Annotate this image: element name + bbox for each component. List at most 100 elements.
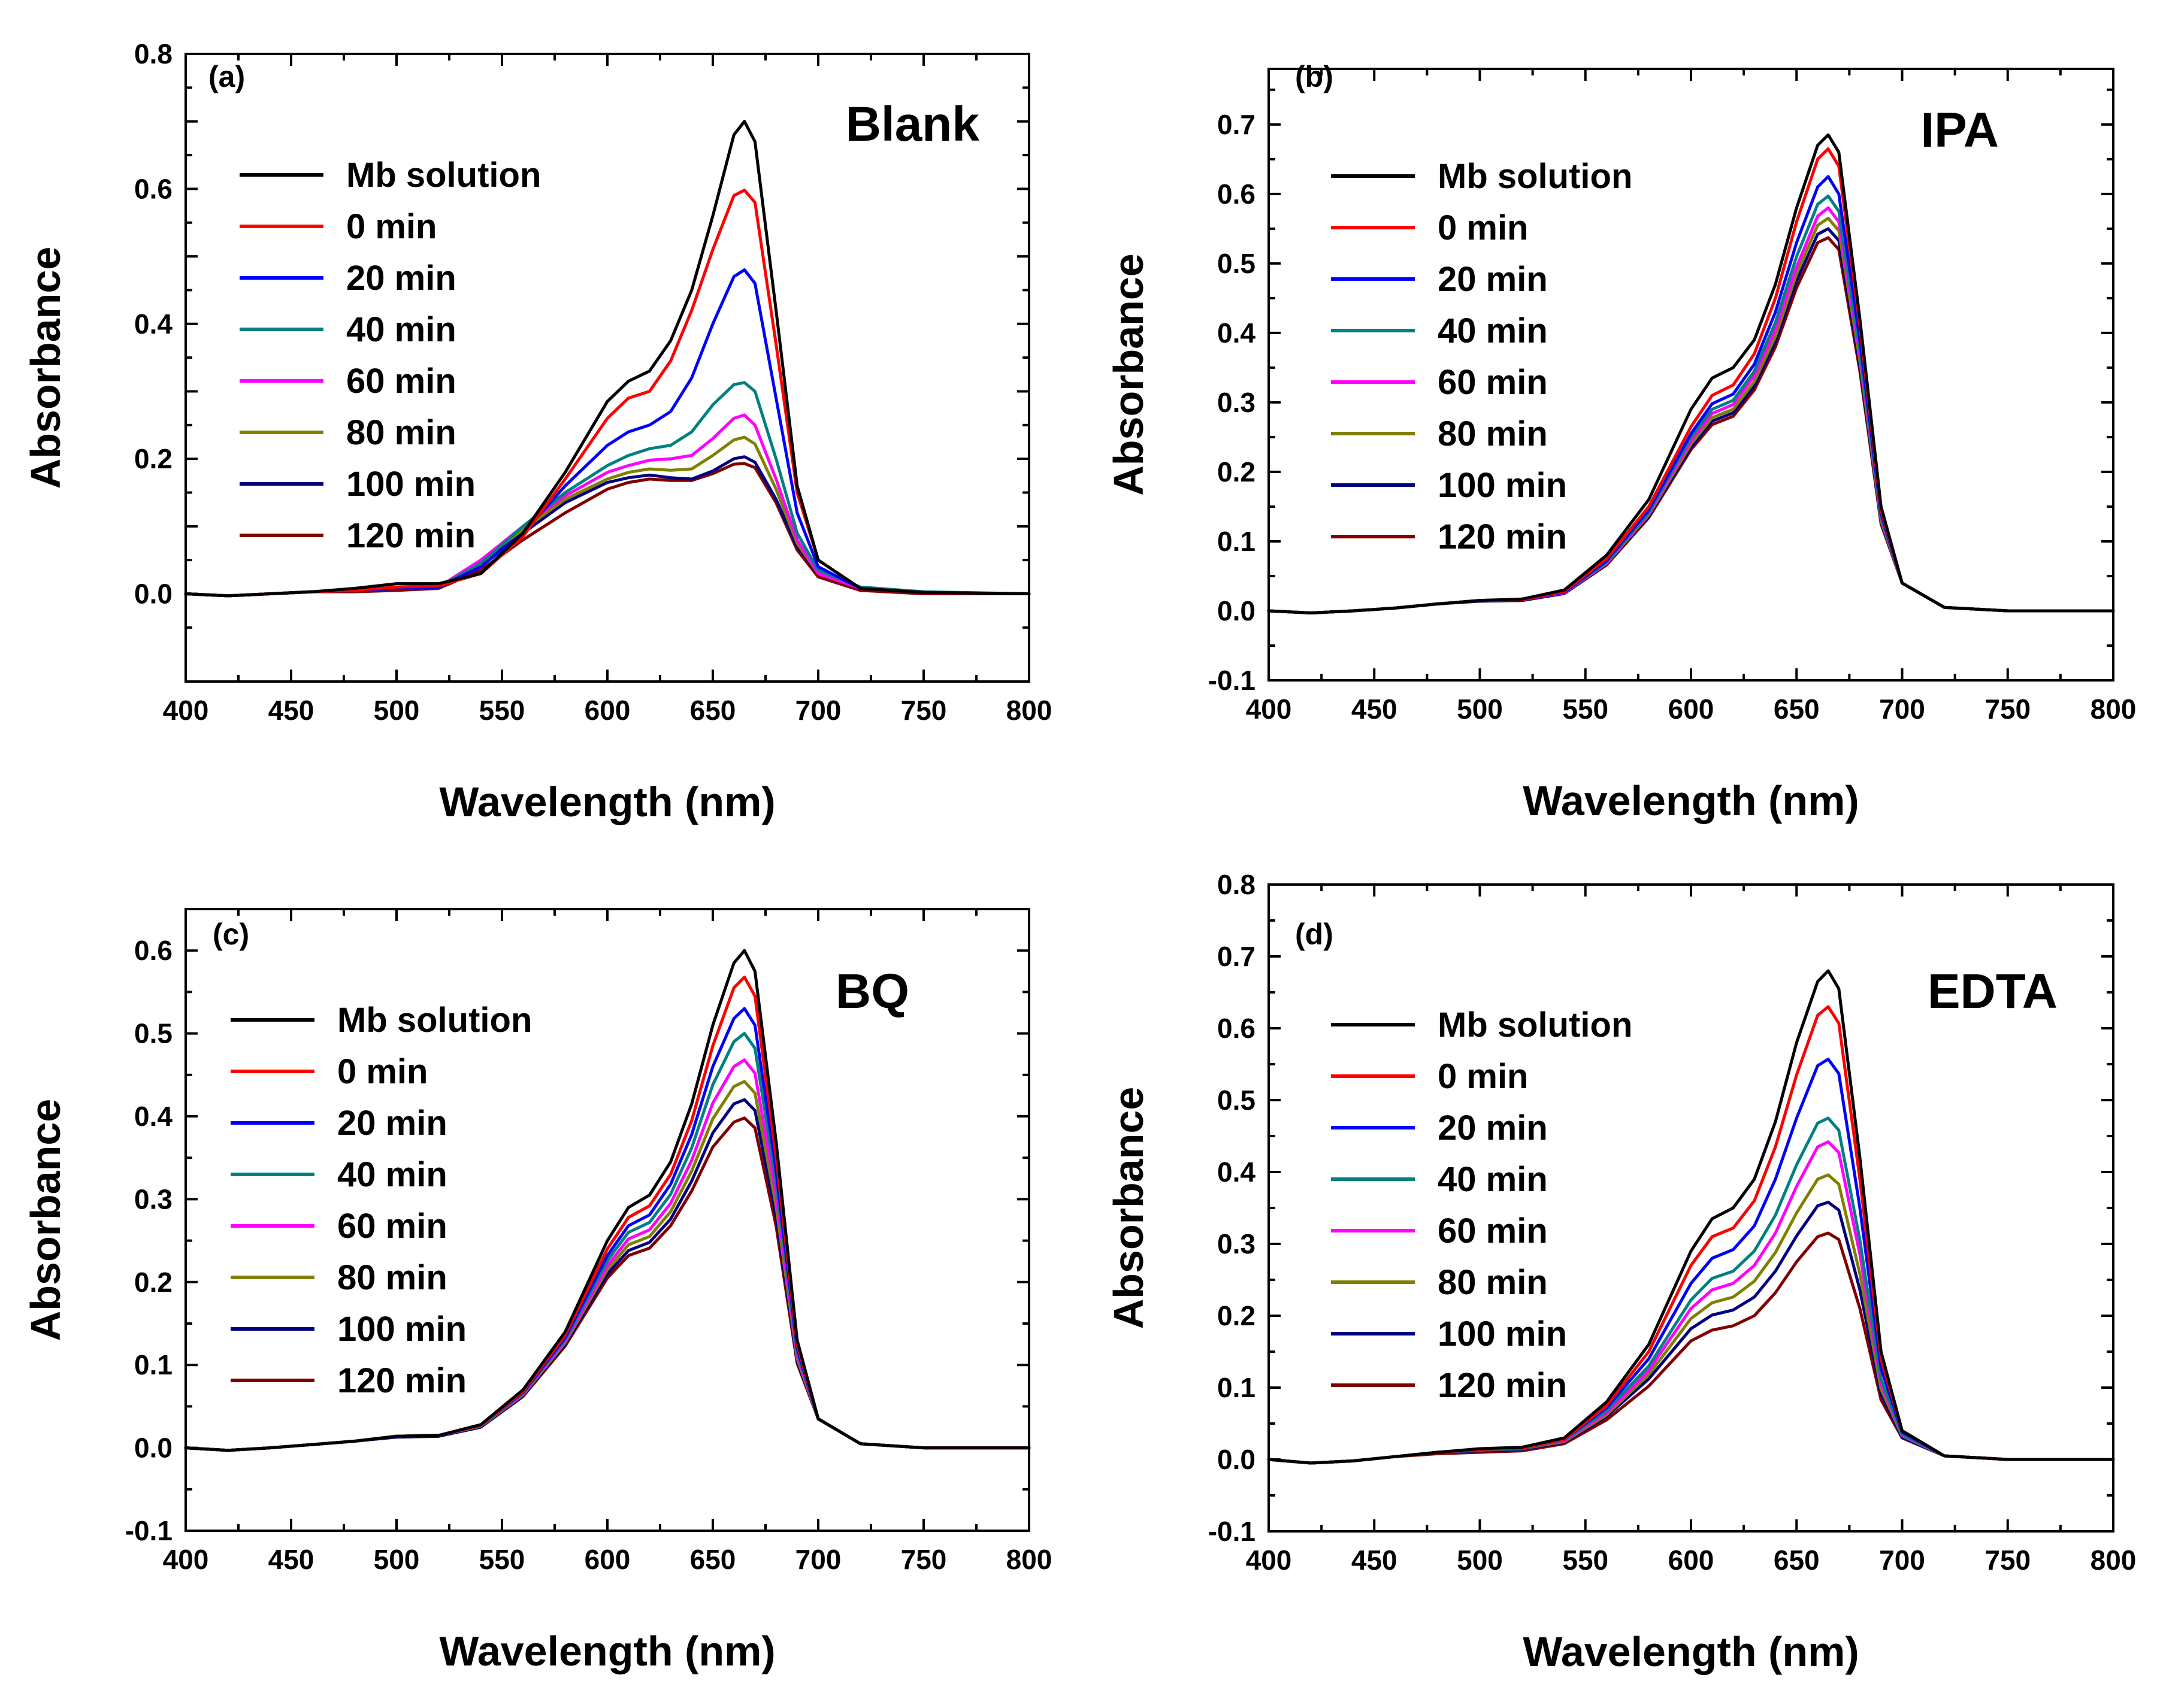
y-tick-label: 0.5 — [1217, 248, 1256, 279]
panel-d: 400 450 500 550 600 650 700 750 800 -0.1 0.0 0.1 0.2… — [1105, 869, 2136, 1675]
x-tick-label: 450 — [1351, 694, 1397, 725]
y-tick-label: 0.6 — [1217, 178, 1256, 210]
legend: Mb solution 0 min 20 min 40 min 60 min 80 min… — [1331, 1006, 1632, 1405]
legend-label: 20 min — [337, 1104, 447, 1143]
legend-label: 0 min — [1438, 208, 1529, 247]
y-tick-label: 0.7 — [1217, 109, 1256, 140]
x-axis-title: Wavelength (nm) — [439, 779, 775, 825]
series-line-20-min — [184, 1007, 1031, 1452]
x-tick-label: 800 — [2091, 1545, 2137, 1576]
x-tick-label: 450 — [268, 1544, 314, 1575]
y-tick-label: 0.2 — [134, 443, 173, 474]
y-tick-label: 0.0 — [134, 1433, 173, 1464]
legend-label: 40 min — [1438, 311, 1548, 350]
legend-label: 60 min — [346, 362, 456, 401]
panel-letter: (b) — [1295, 60, 1333, 93]
y-tick-label: 0.3 — [134, 1183, 173, 1215]
legend: Mb solution 0 min 20 min 40 min 60 min 80 min… — [1331, 157, 1632, 556]
y-tick-label: 0.5 — [1217, 1085, 1256, 1116]
legend-label: 120 min — [337, 1361, 467, 1400]
x-tick-label: 500 — [374, 1544, 420, 1575]
y-tick-label: 0.0 — [1217, 1444, 1256, 1475]
panel-letter: (c) — [213, 917, 249, 951]
legend-label: 80 min — [1438, 414, 1548, 453]
x-axis-title: Wavelength (nm) — [439, 1628, 775, 1674]
series-line-mb-solution — [184, 949, 1031, 1452]
panel-title: Blank — [846, 97, 980, 152]
series-line-mb-solution — [1267, 969, 2115, 1465]
x-tick-label: 500 — [374, 695, 420, 726]
y-tick-label: 0.4 — [1217, 1156, 1256, 1188]
x-tick-label: 550 — [479, 695, 525, 726]
series-line-100-min — [1267, 227, 2115, 614]
y-tick-label: 0.2 — [1217, 456, 1256, 487]
series-line-60-min — [184, 413, 1031, 598]
series-line-20-min — [1267, 1058, 2115, 1465]
y-axis-title: Absorbance — [22, 1099, 69, 1341]
legend-label: 0 min — [337, 1052, 428, 1091]
x-tick-label: 550 — [1562, 694, 1608, 725]
legend-label: 60 min — [1438, 1212, 1548, 1250]
y-tick-label: -0.1 — [125, 1515, 173, 1546]
y-tick-label: 0.1 — [134, 1349, 173, 1380]
legend-label: 80 min — [1438, 1263, 1548, 1302]
y-tick-label: 0.7 — [1217, 941, 1256, 972]
series-line-40-min — [1267, 1116, 2115, 1465]
x-axis-title: Wavelength (nm) — [1523, 777, 1859, 824]
x-tick-label: 450 — [268, 695, 314, 726]
x-tick-label: 550 — [479, 1544, 525, 1575]
panel-letter: (a) — [208, 60, 245, 93]
series-line-80-min — [1267, 1173, 2115, 1465]
legend-label: Mb solution — [346, 156, 541, 195]
legend-label: Mb solution — [337, 1001, 532, 1040]
x-tick-label: 400 — [163, 1544, 209, 1575]
panel-title: EDTA — [1928, 964, 2058, 1019]
legend-label: 100 min — [337, 1310, 467, 1349]
series-line-100-min — [184, 1098, 1031, 1452]
series-line-0-min — [184, 189, 1031, 598]
y-axis-title: Absorbance — [1105, 1087, 1152, 1330]
x-tick-label: 400 — [1246, 1545, 1292, 1576]
legend-label: 80 min — [346, 413, 456, 452]
x-tick-label: 700 — [795, 1544, 842, 1575]
y-tick-label: 0.8 — [1217, 869, 1256, 900]
panel-letter: (d) — [1295, 917, 1333, 951]
y-tick-label: 0.8 — [134, 38, 173, 69]
legend-label: 20 min — [346, 259, 456, 298]
y-tick-label: 0.1 — [1217, 1372, 1256, 1403]
legend-label: Mb solution — [1438, 157, 1632, 196]
y-tick-label: 0.3 — [1217, 1228, 1256, 1259]
panel-c: 400 450 500 550 600 650 700 750 800 -0.1 0.0 0.1 0.2… — [22, 908, 1052, 1674]
x-tick-label: 700 — [1879, 1545, 1925, 1576]
y-tick-label: 0.2 — [1217, 1300, 1256, 1331]
x-tick-label: 800 — [1006, 695, 1052, 726]
legend-label: Mb solution — [1438, 1006, 1632, 1044]
legend: Mb solution 0 min 20 min 40 min 60 min 80 min… — [240, 156, 541, 555]
legend-label: 80 min — [337, 1258, 447, 1297]
y-tick-label: 0.4 — [134, 1101, 173, 1132]
series-line-40-min — [1267, 194, 2115, 614]
legend-label: 60 min — [1438, 363, 1548, 402]
legend-label: 20 min — [1438, 260, 1548, 299]
x-tick-label: 600 — [585, 1544, 631, 1575]
series-line-80-min — [184, 435, 1031, 598]
y-tick-label: 0.2 — [134, 1267, 173, 1298]
x-tick-label: 400 — [1246, 694, 1292, 725]
legend-label: 40 min — [1438, 1160, 1548, 1199]
plot-frame — [1267, 68, 2114, 682]
y-tick-label: 0.0 — [1217, 595, 1256, 626]
x-tick-label: 450 — [1351, 1545, 1397, 1576]
y-tick-label: 0.6 — [134, 173, 173, 204]
y-tick-label: 0.1 — [1217, 526, 1256, 557]
panel-title: IPA — [1920, 103, 1999, 158]
legend-label: 40 min — [337, 1155, 447, 1194]
panel-b: 400 450 500 550 600 650 700 750 800 -0.1 0.0 0.1 0.2… — [1105, 60, 2136, 824]
y-axis-title: Absorbance — [1105, 253, 1152, 496]
series-line-20-min — [1267, 175, 2115, 614]
x-tick-label: 600 — [585, 695, 631, 726]
x-tick-label: 400 — [163, 695, 209, 726]
y-tick-label: -0.1 — [1208, 665, 1256, 696]
y-tick-label: 0.4 — [1217, 317, 1256, 349]
panel-a: 400 450 500 550 600 650 700 750 800 0.0 0.2 0.4 0.6 0… — [22, 38, 1052, 825]
x-tick-label: 750 — [901, 695, 947, 726]
